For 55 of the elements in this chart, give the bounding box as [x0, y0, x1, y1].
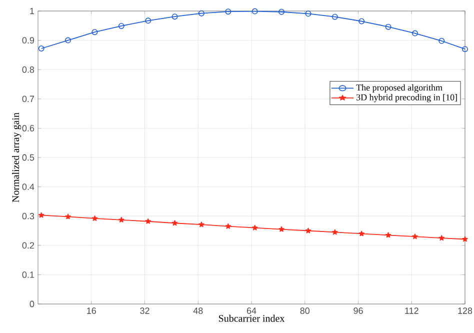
point	[332, 14, 338, 20]
y-tick-label: 0.6	[22, 125, 34, 132]
x-tick-label: 80	[300, 308, 310, 314]
point	[462, 236, 468, 242]
point	[412, 30, 418, 36]
point	[118, 216, 124, 222]
legend-label: 3D hybrid precoding in [10]	[356, 94, 457, 102]
point	[305, 228, 312, 234]
point	[65, 37, 72, 44]
point	[92, 215, 98, 221]
x-tick-label: 96	[354, 308, 363, 314]
y-tick-label: 0	[30, 300, 34, 308]
point	[438, 235, 445, 241]
y-axis-title: Normalized array gain	[12, 112, 22, 202]
point	[225, 223, 232, 229]
point	[358, 18, 365, 24]
y-tick-label: 0.8	[22, 66, 34, 73]
y-tick-label: 0.7	[22, 96, 34, 102]
x-tick-label: 32	[140, 308, 150, 314]
y-tick-label: 0.2	[22, 242, 34, 249]
point	[332, 229, 338, 235]
point	[412, 234, 418, 240]
point	[198, 222, 204, 228]
y-tick-label: 0.4	[22, 184, 34, 190]
point	[92, 29, 98, 36]
point	[65, 214, 71, 220]
point	[225, 8, 232, 15]
point	[252, 224, 258, 230]
point	[118, 22, 124, 29]
x-tick-label: 16	[87, 308, 96, 314]
point	[38, 212, 44, 218]
point	[145, 218, 151, 224]
point	[252, 8, 258, 14]
y-tick-label: 1	[30, 8, 34, 14]
point	[278, 8, 285, 15]
x-tick-label: 112	[405, 308, 418, 314]
y-tick-label: 0.5	[22, 154, 34, 161]
point	[358, 230, 364, 236]
x-axis-title: Subcarrier index	[218, 314, 285, 322]
point	[145, 18, 152, 24]
point	[305, 10, 312, 17]
y-tick-label: 0.1	[22, 272, 34, 278]
point	[198, 10, 204, 16]
point	[172, 14, 178, 20]
x-tick-label: 48	[193, 308, 203, 314]
point	[438, 38, 445, 44]
x-tick-label: 64	[246, 308, 256, 314]
legend-label: The proposed algorithm	[356, 84, 442, 92]
y-tick-label: 0.3	[22, 212, 34, 220]
point	[172, 220, 178, 226]
point	[385, 232, 392, 238]
y-tick-label: 0.9	[22, 37, 34, 44]
point	[278, 226, 284, 232]
x-tick-label: 128	[458, 308, 472, 314]
point	[385, 24, 392, 30]
